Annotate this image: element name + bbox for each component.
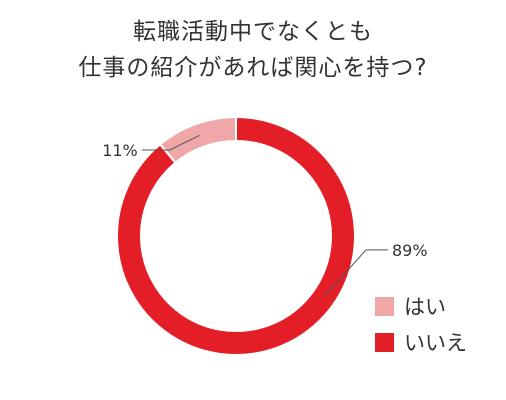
legend-label-no: いいえ — [404, 331, 467, 355]
legend-item-no: いいえ — [375, 327, 467, 357]
chart-title-line-2: 仕事の紹介があれば関心を持つ? — [78, 55, 428, 81]
legend-swatch-no — [375, 332, 394, 352]
legend-label-yes: はい — [404, 295, 446, 319]
legend: はい いいえ — [375, 291, 467, 363]
label-yes-leader — [141, 134, 200, 151]
slice-no — [116, 115, 356, 356]
label-no-leader — [323, 249, 388, 298]
label-yes: 11% — [102, 141, 138, 160]
label-no: 89% — [392, 241, 428, 260]
chart-title: 転職活動中でなくとも 仕事の紹介があれば関心を持つ? — [0, 14, 506, 86]
slice-yes — [158, 115, 237, 165]
legend-item-yes: はい — [375, 291, 467, 321]
legend-swatch-yes — [375, 296, 394, 316]
chart-title-line-1: 転職活動中でなくとも — [133, 19, 373, 45]
